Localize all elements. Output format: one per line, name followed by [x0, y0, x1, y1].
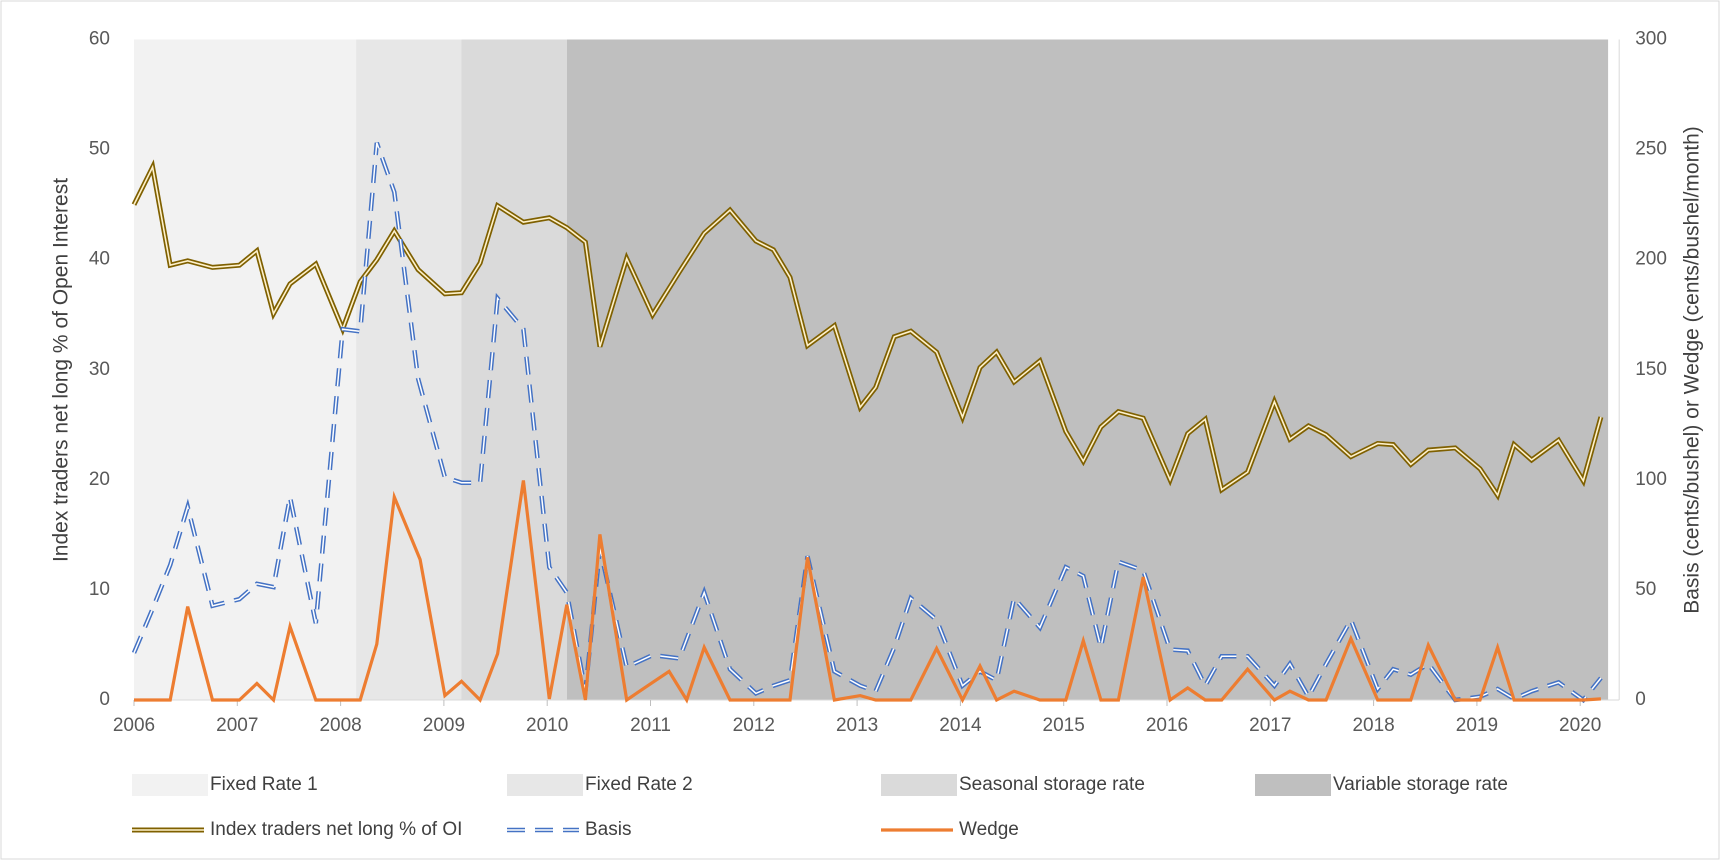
- x-tick-label: 2016: [1146, 715, 1188, 736]
- y2-tick-label: 150: [1635, 359, 1667, 380]
- y2-tick-label: 100: [1635, 469, 1667, 490]
- y2-axis-label: Basis (cents/bushel) or Wedge (cents/bus…: [1681, 126, 1704, 614]
- y2-tick-label: 200: [1635, 249, 1667, 270]
- y-tick-label: 50: [89, 139, 110, 160]
- x-tick-label: 2020: [1559, 715, 1601, 736]
- x-tick-label: 2009: [423, 715, 465, 736]
- y-tick-label: 60: [89, 29, 110, 50]
- x-tick-label: 2018: [1352, 715, 1394, 736]
- legend-label: Fixed Rate 1: [210, 774, 318, 795]
- legend-swatch: [1255, 774, 1331, 796]
- series-line: [133, 164, 1602, 498]
- legend-swatch: [507, 774, 583, 796]
- legend-label: Fixed Rate 2: [585, 774, 693, 795]
- period-band: [566, 39, 1609, 700]
- y2-tick-label: 300: [1635, 29, 1667, 50]
- legend-label: Index traders net long % of OI: [210, 819, 462, 840]
- period-band: [134, 39, 357, 700]
- y-tick-label: 10: [89, 579, 110, 600]
- legend-label: Seasonal storage rate: [959, 774, 1145, 795]
- legend-label: Variable storage rate: [1333, 774, 1508, 795]
- period-band: [461, 39, 567, 700]
- series-line: [134, 480, 1601, 704]
- y2-tick-label: 0: [1635, 689, 1646, 710]
- x-tick-label: 2010: [526, 715, 568, 736]
- x-tick-label: 2012: [733, 715, 775, 736]
- y-tick-label: 40: [89, 249, 110, 270]
- x-tick-label: 2007: [216, 715, 258, 736]
- x-tick-label: 2017: [1249, 715, 1291, 736]
- x-tick-label: 2013: [836, 715, 878, 736]
- series-line: [133, 142, 1602, 702]
- x-tick-label: 2008: [319, 715, 361, 736]
- y-tick-label: 0: [99, 689, 110, 710]
- x-tick-label: 2006: [113, 715, 155, 736]
- period-band: [356, 39, 462, 700]
- legend-swatch: [881, 774, 957, 796]
- x-tick-label: 2019: [1456, 715, 1498, 736]
- legend-label: Basis: [585, 819, 631, 840]
- legend-swatch: [132, 774, 208, 796]
- y2-tick-label: 50: [1635, 579, 1656, 600]
- y-axis-label: Index traders net long % of Open Interes…: [50, 178, 73, 562]
- x-tick-label: 2015: [1043, 715, 1085, 736]
- legend-label: Wedge: [959, 819, 1019, 840]
- x-tick-label: 2011: [630, 715, 671, 736]
- x-tick-label: 2014: [939, 715, 982, 736]
- y-tick-label: 20: [89, 469, 110, 490]
- y-tick-label: 30: [89, 359, 110, 380]
- y2-tick-label: 250: [1635, 139, 1667, 160]
